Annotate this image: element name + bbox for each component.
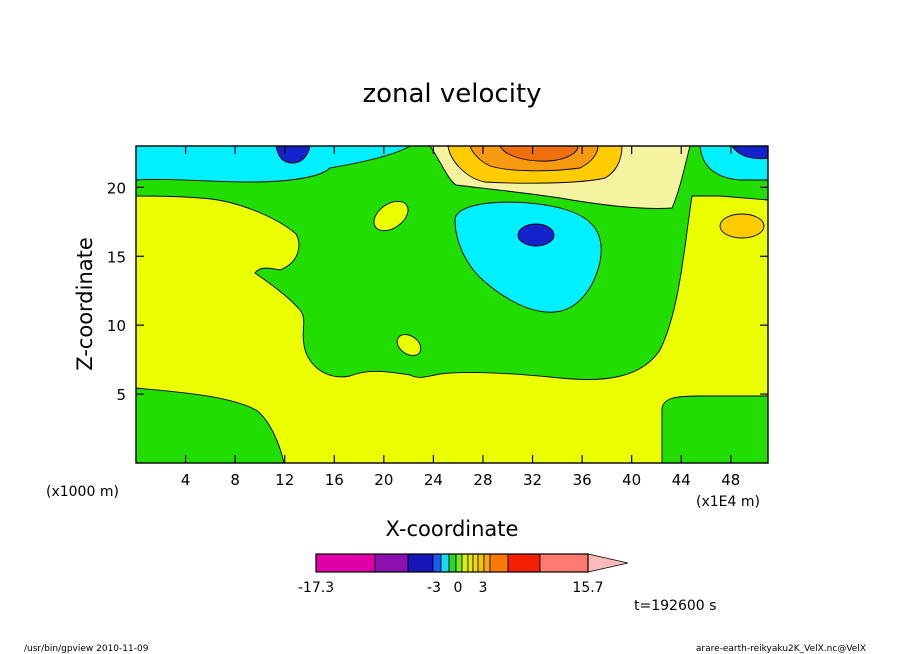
colorbar-segment xyxy=(483,553,491,573)
time-label: t=192600 s xyxy=(634,598,716,614)
x-tick-label: 44 xyxy=(672,471,691,489)
x-tick-label: 20 xyxy=(374,471,393,489)
colorbar-tick-label: 15.7 xyxy=(572,580,603,596)
colorbar-segment xyxy=(440,553,450,573)
x-tick-label: 48 xyxy=(721,471,740,489)
contour-cyan-center xyxy=(454,201,602,313)
x-tick-label: 4 xyxy=(181,471,191,489)
y-tick-label: 5 xyxy=(116,386,126,404)
colorbar-segment xyxy=(432,553,442,573)
x-tick-label: 32 xyxy=(523,471,542,489)
y-tick-label: 15 xyxy=(107,248,126,266)
colorbar-extension xyxy=(587,553,629,573)
x-tick-label: 36 xyxy=(573,471,592,489)
colorbar-segment xyxy=(467,553,474,573)
contour-darkorange-top xyxy=(499,146,579,162)
colorbar-tick-label: -17.3 xyxy=(298,580,334,596)
colorbar-frame xyxy=(315,553,589,573)
colorbar-segment xyxy=(489,553,509,573)
contour-green-bottom-right xyxy=(661,395,768,463)
colorbar-segment xyxy=(374,553,409,573)
colorbar-segment xyxy=(448,553,457,573)
colorbar-segment xyxy=(407,553,434,573)
footer-left: /usr/bin/gpview 2010-11-09 xyxy=(24,644,149,654)
colorbar-segment xyxy=(315,553,376,573)
colorbar-tick-label: -3 xyxy=(427,580,441,596)
y-tick-label: 20 xyxy=(107,179,126,197)
contour-cyan-top-left xyxy=(136,146,411,183)
x-axis: 4 8 12 16 20 24 28 32 36 40 44 48 xyxy=(181,146,740,489)
colorbar-segment xyxy=(472,553,479,573)
contour-blue-top-right xyxy=(731,146,768,160)
colorbar-tick-label: 3 xyxy=(479,580,488,596)
y-axis-title: Z-coordinate xyxy=(73,237,97,371)
chart-title: zonal velocity xyxy=(362,79,541,109)
contour-blue-center xyxy=(517,223,555,247)
colorbar-tick-label: 0 xyxy=(454,580,463,596)
x-tick-label: 24 xyxy=(424,471,443,489)
contour-yellow-islet-upper xyxy=(373,200,409,232)
colorbar-segment xyxy=(539,553,589,573)
x-axis-title: X-coordinate xyxy=(386,517,519,541)
contour-field xyxy=(136,146,768,463)
y-unit-label: (x1000 m) xyxy=(46,484,119,500)
colorbar-segment xyxy=(455,553,463,573)
x-tick-label: 28 xyxy=(473,471,492,489)
x-tick-label: 12 xyxy=(275,471,294,489)
y-axis: 5 10 15 20 xyxy=(107,179,768,404)
x-tick-label: 8 xyxy=(230,471,240,489)
x-unit-label: (x1E4 m) xyxy=(696,494,760,510)
colorbar: -17.3 -3 0 3 15.7 xyxy=(298,553,629,596)
contour-gold-right xyxy=(719,213,765,239)
x-tick-label: 40 xyxy=(622,471,641,489)
contour-yellow-islet-lower xyxy=(396,334,422,356)
x-tick-label: 16 xyxy=(325,471,344,489)
colorbar-segment xyxy=(507,553,541,573)
footer-right: arare-earth-reikyaku2K_VelX.nc@VelX xyxy=(696,644,866,654)
y-tick-label: 10 xyxy=(107,317,126,335)
plot-frame xyxy=(135,145,769,464)
colorbar-segment xyxy=(477,553,485,573)
colorbar-segment xyxy=(461,553,469,573)
contour-green-bottom-left xyxy=(136,387,285,463)
